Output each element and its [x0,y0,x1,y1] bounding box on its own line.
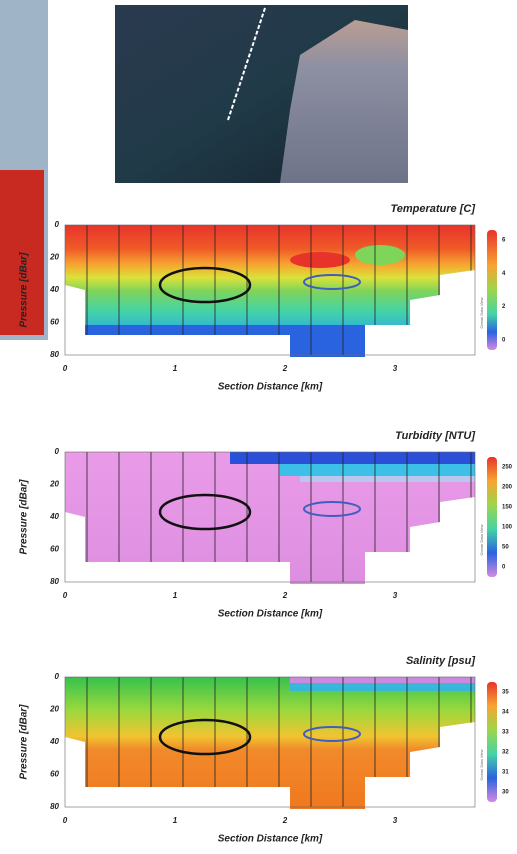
x-axis-label: Section Distance [km] [218,382,323,393]
y-tick-label: 0 [55,447,60,456]
aerial-photo-track [227,7,266,121]
y-tick-label: 80 [50,802,59,811]
colorbar-label: 250 [502,465,513,471]
x-tick-label: 1 [173,364,178,373]
x-tick-label: 3 [393,591,398,600]
aerial-photo-rock [280,20,408,183]
section-field [65,677,475,809]
x-tick-label: 0 [63,816,68,825]
colorbar-label: 2 [502,304,506,310]
highlight-ellipse [303,726,361,742]
colorbar-label: 35 [502,690,509,696]
watermark: Ocean Data View [479,297,484,328]
colorbar-label: 4 [502,271,506,277]
highlight-ellipse [303,501,361,517]
highlight-ellipse [158,266,252,304]
x-axis-label: Section Distance [km] [218,834,323,845]
colorbar [487,230,497,350]
colorbar-label: 6 [502,238,506,244]
colorbar-label: 200 [502,485,513,491]
watermark: Ocean Data View [479,524,484,555]
y-tick-label: 20 [49,705,59,714]
colorbar-label: 32 [502,750,509,756]
y-tick-label: 60 [50,545,59,554]
field-purple [290,677,475,683]
section-field [65,452,475,584]
colorbar-label: 33 [502,730,509,736]
x-tick-label: 1 [173,816,178,825]
x-tick-label: 2 [282,364,288,373]
plot-frame [64,451,476,583]
field-blue [230,452,475,464]
colorbar-label: 0 [502,565,506,571]
x-axis-label: Section Distance [km] [218,609,323,620]
colorbar-label: 34 [502,710,509,716]
colorbar [487,457,497,577]
colorbar-label: 50 [502,545,509,551]
colorbar-label: 0 [502,338,506,344]
field-cyan [290,683,475,691]
y-tick-label: 40 [49,512,59,521]
y-tick-label: 60 [50,770,59,779]
colorbar-label: 150 [502,505,513,511]
x-tick-label: 1 [173,591,178,600]
plot-frame [64,676,476,808]
x-tick-label: 2 [282,816,288,825]
y-tick-label: 60 [50,318,59,327]
y-axis-label: Pressure [dBar] [19,252,30,328]
y-tick-label: 40 [49,285,59,294]
watermark: Ocean Data View [479,749,484,780]
colorbar-label: 100 [502,525,513,531]
colorbar [487,682,497,802]
section-field [65,225,475,357]
y-tick-label: 0 [55,672,60,681]
y-axis-label: Pressure [dBar] [19,479,30,555]
highlight-ellipse [158,493,252,531]
y-tick-label: 20 [49,253,59,262]
y-tick-label: 40 [49,737,59,746]
field-cyan [280,464,475,476]
field [65,225,475,357]
field-light [300,476,475,482]
panel-title: Salinity [psu] [406,655,475,667]
field [65,677,475,809]
x-tick-label: 3 [393,816,398,825]
highlight-ellipse [303,274,361,290]
side-photo-red [0,170,44,335]
y-tick-label: 0 [55,220,60,229]
y-tick-label: 80 [50,350,59,359]
x-tick-label: 3 [393,364,398,373]
colorbar-label: 31 [502,770,509,776]
field-warm [290,252,350,268]
y-tick-label: 20 [49,480,59,489]
x-tick-label: 0 [63,591,68,600]
x-tick-label: 2 [282,591,288,600]
panel-title: Turbidity [NTU] [395,430,475,442]
y-tick-label: 80 [50,577,59,586]
colorbar-label: 30 [502,790,509,796]
plot-frame [64,224,476,356]
panel-title: Temperature [C] [390,203,475,215]
x-tick-label: 0 [63,364,68,373]
field-green [355,245,405,265]
y-axis-label: Pressure [dBar] [19,704,30,780]
highlight-ellipse [158,718,252,756]
